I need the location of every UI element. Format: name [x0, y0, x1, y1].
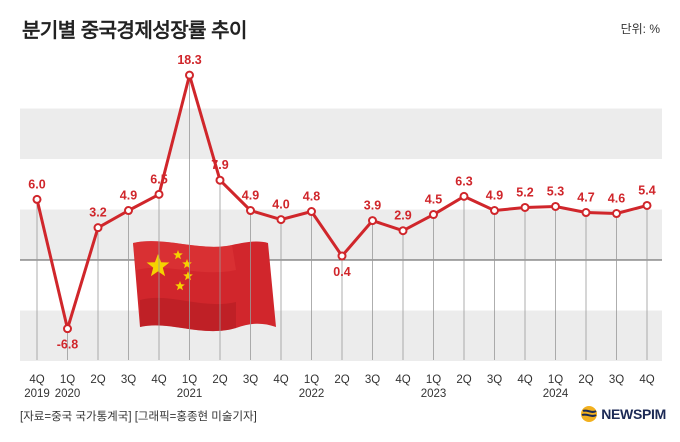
x-year-label: 2020	[55, 388, 81, 400]
data-label: 5.3	[547, 184, 564, 198]
data-label: 6.3	[455, 174, 472, 188]
data-label: 4.0	[272, 198, 289, 212]
data-point	[32, 194, 42, 204]
data-points	[32, 70, 652, 334]
drop-lines	[36, 75, 648, 360]
x-tick-label: 1Q	[60, 374, 75, 386]
unit-label: 단위: %	[620, 22, 660, 36]
x-tick-label: 3Q	[609, 374, 624, 386]
x-tick-label: 4Q	[517, 374, 532, 386]
data-point	[124, 206, 133, 216]
x-tick-label: 2Q	[578, 374, 593, 386]
x-year-label: 2021	[177, 388, 203, 400]
x-tick-label: 2Q	[334, 374, 349, 386]
data-label: 6.0	[28, 177, 45, 191]
data-label: 5.4	[638, 183, 655, 197]
data-labels: 6.0 -6.8 3.2 4.9 6.5 18.3 7.9 4.9 4.0 4.8 0.4 3.9 2.…	[28, 53, 655, 352]
source-credit: [자료=중국 국가통계국] [그래픽=홍종현 미술기자]	[20, 411, 257, 423]
data-label: -6.8	[57, 338, 79, 352]
china-flag-icon	[133, 241, 276, 332]
x-tick-label: 4Q	[639, 374, 654, 386]
data-label: 4.9	[486, 189, 503, 203]
data-point	[246, 206, 255, 216]
data-point	[63, 324, 72, 334]
data-point	[581, 208, 591, 218]
x-tick-label: 2Q	[212, 374, 227, 386]
brand-logo: NEWSPIM	[580, 405, 666, 423]
data-label: 2.9	[394, 209, 411, 223]
data-point	[490, 206, 499, 216]
data-point	[276, 215, 286, 225]
data-label: 4.6	[608, 192, 625, 206]
data-point	[154, 189, 164, 199]
data-point	[551, 201, 560, 211]
data-point	[93, 223, 103, 233]
data-label: 4.7	[577, 191, 594, 205]
grid-bands	[20, 108, 662, 361]
data-point	[398, 226, 408, 236]
data-point	[337, 251, 347, 261]
data-label: 3.2	[89, 206, 106, 220]
x-tick-label: 1Q	[182, 374, 197, 386]
data-label: 7.9	[211, 158, 228, 172]
data-point	[185, 70, 194, 80]
x-tick-label: 2Q	[90, 374, 105, 386]
x-axis-tick-labels: 4Q 1Q 2Q 3Q 4Q 1Q 2Q 3Q 4Q 1Q 2Q 3Q 4Q 1Q 2Q 3Q 4Q 1Q 2Q 3Q…	[29, 374, 654, 386]
grid-band	[20, 108, 662, 159]
data-point	[642, 200, 652, 210]
x-tick-label: 3Q	[243, 374, 258, 386]
data-label: 6.5	[150, 172, 167, 186]
data-label: 0.4	[333, 265, 350, 279]
x-tick-label: 1Q	[426, 374, 441, 386]
globe-logo-icon	[581, 406, 598, 422]
x-tick-label: 3Q	[121, 374, 136, 386]
chart-title: 분기별 중국경제성장률 추이	[22, 20, 247, 42]
data-label: 4.9	[242, 189, 259, 203]
data-point	[307, 207, 316, 217]
x-year-label: 2024	[543, 388, 569, 400]
data-point	[612, 209, 621, 219]
data-label: 18.3	[177, 53, 201, 67]
brand-name: NEWSPIM	[601, 406, 666, 422]
x-axis-year-labels: 2019 2020 2021 2022 2023 2024	[24, 388, 569, 400]
data-point	[520, 202, 530, 212]
x-tick-label: 2Q	[456, 374, 471, 386]
x-year-label: 2022	[299, 388, 325, 400]
x-tick-label: 4Q	[151, 374, 166, 386]
x-year-label: 2019	[24, 388, 50, 400]
x-tick-label: 4Q	[395, 374, 410, 386]
data-label: 3.9	[364, 199, 381, 213]
x-tick-label: 4Q	[29, 374, 44, 386]
data-point	[368, 216, 377, 226]
grid-band	[20, 310, 662, 361]
x-tick-label: 3Q	[365, 374, 380, 386]
data-point	[215, 175, 225, 185]
data-point	[429, 210, 438, 220]
data-point	[459, 191, 469, 201]
x-tick-label: 3Q	[487, 374, 502, 386]
line-chart: 6.0 -6.8 3.2 4.9 6.5 18.3 7.9 4.9 4.0 4.8 0.4 3.9 2.…	[20, 53, 662, 400]
data-label: 4.5	[425, 193, 442, 207]
data-label: 4.9	[120, 189, 137, 203]
x-tick-label: 1Q	[548, 374, 563, 386]
x-tick-label: 1Q	[304, 374, 319, 386]
data-label: 4.8	[303, 190, 320, 204]
x-year-label: 2023	[421, 388, 447, 400]
data-label: 5.2	[516, 185, 533, 199]
x-tick-label: 4Q	[273, 374, 288, 386]
